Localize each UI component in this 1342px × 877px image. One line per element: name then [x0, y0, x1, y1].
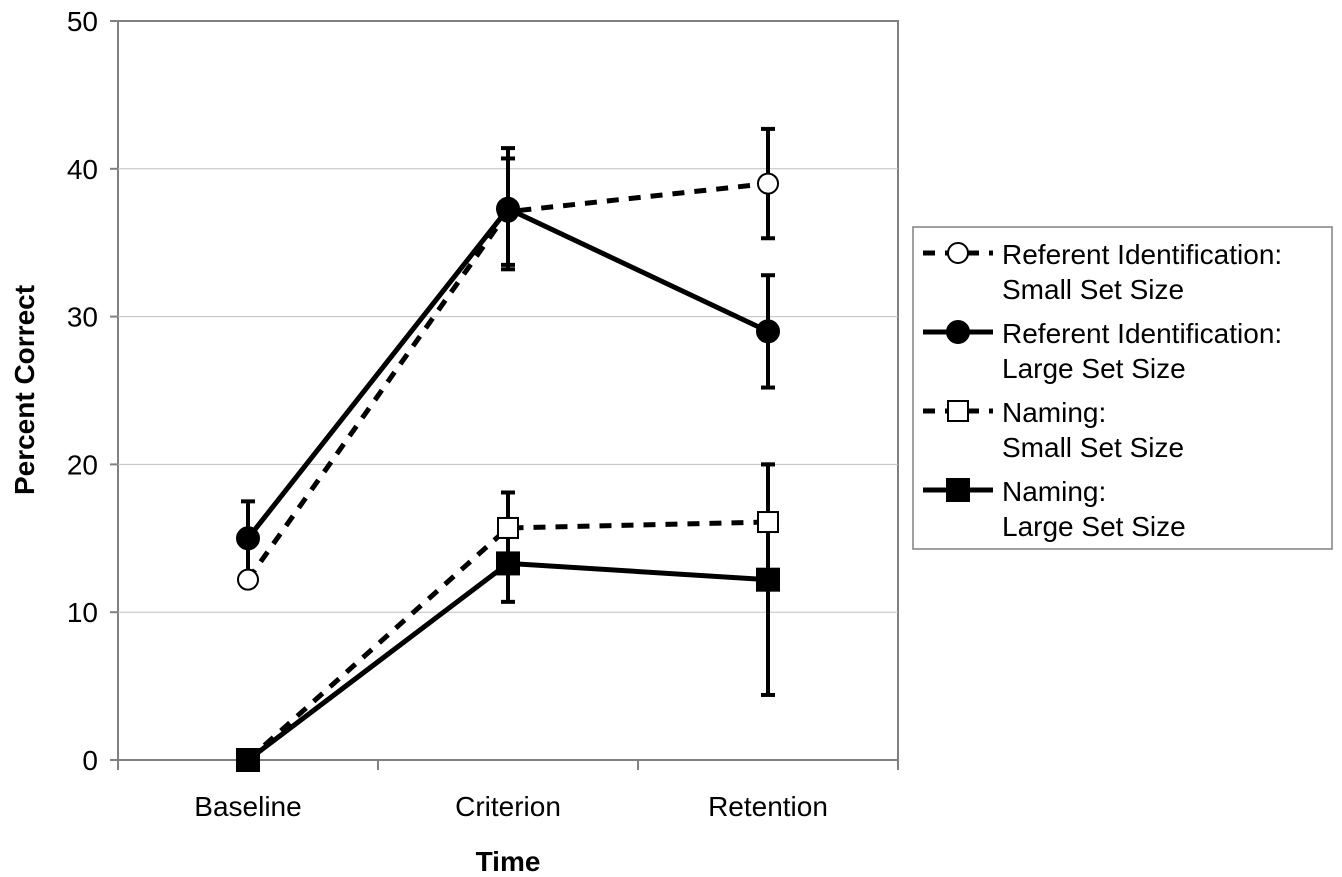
y-tick-label: 10: [67, 597, 98, 628]
data-point-filled-square: [756, 567, 780, 592]
legend-entry-1: Referent Identification: Small Set Size: [923, 239, 1282, 305]
x-tick-label: Retention: [708, 791, 828, 822]
legend-entry-3: Naming: Small Set Size: [923, 397, 1184, 463]
y-tick-label: 40: [67, 154, 98, 185]
data-point-filled-circle: [236, 526, 260, 551]
y-axis-title: Percent Correct: [9, 285, 40, 495]
x-axis-title: Time: [476, 846, 541, 877]
legend-label-line1: Naming:: [1002, 397, 1106, 428]
y-tick-label: 0: [82, 745, 98, 776]
legend-label-line1: Referent Identification:: [1002, 239, 1282, 270]
legend-entry-4: Naming: Large Set Size: [923, 476, 1186, 542]
series-markers-2: [236, 196, 780, 551]
legend: Referent Identification:Small Set SizeRe…: [912, 226, 1333, 550]
y-tick-label: 50: [67, 6, 98, 37]
x-tick-label: Baseline: [194, 791, 301, 822]
legend-label-line2: Small Set Size: [1002, 274, 1184, 305]
data-point-open-square: [497, 516, 519, 539]
legend-label-line2: Large Set Size: [1002, 511, 1186, 542]
data-point-filled-square: [496, 551, 520, 576]
x-tick-label: Criterion: [455, 791, 561, 822]
data-point-filled-square: [236, 748, 260, 772]
data-point-open-square: [947, 400, 969, 422]
legend-label-line1: Referent Identification:: [1002, 318, 1282, 349]
legend-box: [912, 226, 1333, 550]
series-line: [246, 519, 769, 762]
data-point-open-circle: [757, 172, 779, 195]
data-point-filled-circle: [756, 319, 780, 344]
legend-label-line2: Large Set Size: [1002, 353, 1186, 384]
plot-frame: [117, 20, 899, 761]
data-point-open-square: [757, 511, 779, 534]
data-point-filled-square: [946, 478, 970, 502]
series-3: [246, 519, 769, 762]
y-tick-label: 30: [67, 302, 98, 333]
series-layer: [236, 126, 780, 772]
series-markers-4: [236, 551, 780, 772]
data-point-filled-circle: [496, 196, 520, 221]
legend-label-line1: Naming:: [1002, 476, 1106, 507]
data-point-filled-circle: [946, 320, 970, 344]
data-point-open-circle: [237, 568, 259, 591]
legend-label-line2: Small Set Size: [1002, 432, 1184, 463]
y-tick-label: 20: [67, 449, 98, 480]
data-point-open-circle: [947, 242, 969, 264]
legend-entry-2: Referent Identification: Large Set Size: [923, 318, 1282, 384]
